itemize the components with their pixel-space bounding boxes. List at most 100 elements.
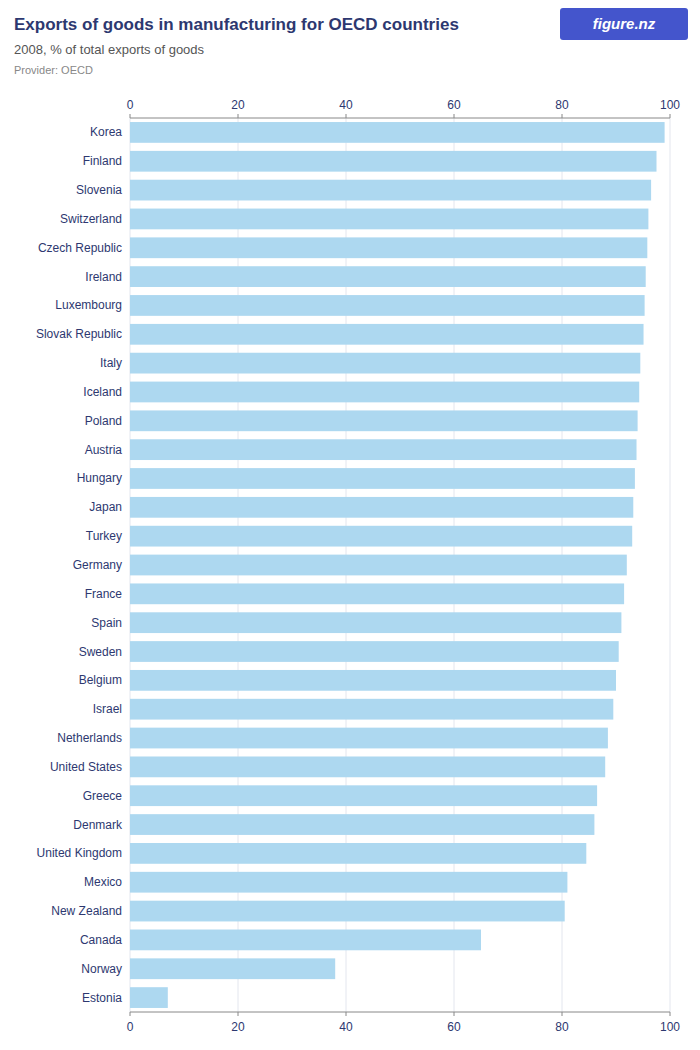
bar [130,439,637,460]
tick-top [346,114,347,118]
bar [130,728,608,749]
bar [130,497,633,518]
bar [130,180,651,201]
category-label: Netherlands [57,731,122,745]
tick-top [454,114,455,118]
bar [130,756,605,777]
bar [130,468,635,489]
category-label: Korea [90,125,122,139]
grid-line [670,118,671,1012]
bar [130,324,644,345]
category-label: Germany [73,558,122,572]
tick-label-bottom: 80 [555,1020,569,1034]
tick-label-bottom: 100 [660,1020,680,1034]
tick-label-top: 60 [447,98,461,112]
category-label: Italy [100,356,122,370]
logo-text: figure.nz [593,15,656,32]
bar [130,151,657,172]
bar [130,382,639,403]
bar [130,266,646,287]
bar [130,583,624,604]
bar [130,843,586,864]
y-axis: Korea Finland Slovenia Switzerland Czech Rep… [36,125,123,1004]
tick-top [130,114,131,118]
category-label: Turkey [86,529,122,543]
category-label: Switzerland [60,212,122,226]
bar [130,814,594,835]
tick-bottom [454,1012,455,1016]
category-label: France [85,587,123,601]
category-label: Greece [83,789,123,803]
tick-bottom [670,1012,671,1016]
bar [130,295,645,316]
category-label: Iceland [83,385,122,399]
bar [130,699,613,720]
category-label: New Zealand [51,904,122,918]
bar [130,526,632,547]
chart: Exports of goods in manufacturing for OE… [0,0,700,1050]
tick-label-top: 40 [339,98,353,112]
tick-label-bottom: 40 [339,1020,353,1034]
title: Exports of goods in manufacturing for OE… [14,15,459,34]
bar [130,122,665,143]
tick-label-top: 100 [660,98,680,112]
category-label: Mexico [84,875,122,889]
category-label: Czech Republic [38,241,122,255]
tick-top [238,114,239,118]
bar [130,555,627,576]
category-label: Poland [85,414,122,428]
category-label: United States [50,760,122,774]
bar [130,237,647,258]
category-label: Austria [85,443,123,457]
bar [130,987,168,1008]
axis-line-bottom [130,1012,670,1013]
category-label: Denmark [73,818,123,832]
tick-label-bottom: 0 [127,1020,134,1034]
category-label: Luxembourg [55,298,122,312]
tick-top [670,114,671,118]
category-label: Estonia [82,991,122,1005]
category-label: Finland [83,154,122,168]
x-axes: 0 0 20 20 40 40 60 60 80 80 100 100 [127,98,681,1034]
category-label: Norway [81,962,122,976]
tick-bottom [130,1012,131,1016]
bar [130,930,481,951]
tick-label-bottom: 60 [447,1020,461,1034]
bar [130,872,567,893]
tick-label-bottom: 20 [231,1020,245,1034]
bar [130,410,638,431]
category-label: Slovak Republic [36,327,122,341]
chart-container: Exports of goods in manufacturing for OE… [0,0,700,1050]
category-label: United Kingdom [37,846,122,860]
category-label: Canada [80,933,122,947]
bar [130,641,619,662]
tick-bottom [346,1012,347,1016]
category-label: Hungary [77,471,122,485]
subtitle: 2008, % of total exports of goods [14,42,205,57]
axis-line-top [130,118,670,119]
grid [130,118,670,1012]
bar [130,785,597,806]
category-label: Japan [89,500,122,514]
category-label: Ireland [85,270,122,284]
provider: Provider: OECD [14,64,93,76]
tick-label-top: 80 [555,98,569,112]
bar [130,612,621,633]
tick-top [562,114,563,118]
category-label: Spain [91,616,122,630]
category-label: Sweden [79,645,122,659]
bar [130,670,616,691]
tick-bottom [238,1012,239,1016]
bar [130,901,565,922]
category-label: Slovenia [76,183,122,197]
tick-bottom [562,1012,563,1016]
category-label: Israel [93,702,122,716]
tick-label-top: 20 [231,98,245,112]
bar [130,209,648,230]
tick-label-top: 0 [127,98,134,112]
category-label: Belgium [79,673,122,687]
logo-box [560,8,688,40]
bar [130,958,335,979]
bar [130,353,640,374]
bars [130,122,665,1008]
